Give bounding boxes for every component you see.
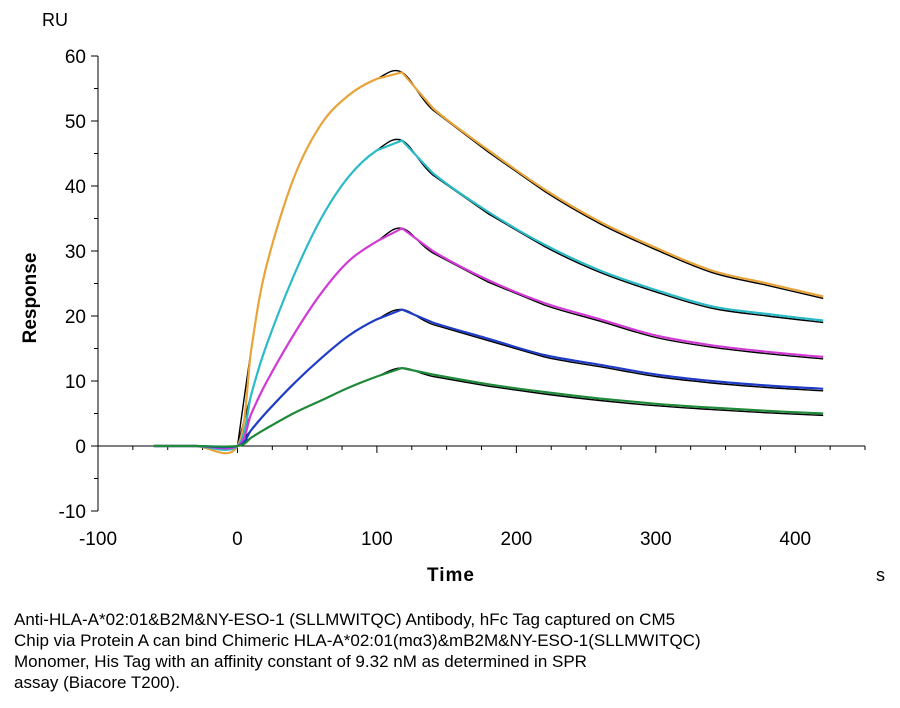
fit-4-line	[236, 308, 824, 447]
series-2-line	[153, 139, 824, 451]
x-axis-title: Time	[427, 565, 475, 586]
series-4-line	[153, 308, 824, 449]
series-5-line	[153, 366, 824, 448]
y-tick-label: 60	[65, 47, 86, 68]
fit-5-line	[237, 367, 824, 447]
y-tick-label: 10	[65, 372, 86, 393]
x-tick-label: 100	[361, 529, 393, 550]
x-tick-label: 300	[640, 529, 672, 550]
x-unit-label: s	[876, 565, 885, 585]
y-unit-label: RU	[42, 10, 68, 30]
series-3-line	[153, 227, 824, 450]
fit-3-line	[236, 227, 824, 447]
y-tick-label: 20	[65, 307, 86, 328]
y-tick-label: 40	[65, 177, 86, 198]
axes	[97, 56, 865, 511]
y-axis-ticks: -10 0 10 20 30 40 50 60	[59, 47, 98, 523]
x-tick-label: 400	[779, 529, 811, 550]
figure-caption: Anti-HLA-A*02:01&B2M&NY-ESO-1 (SLLMWITQC…	[14, 610, 701, 692]
x-axis-ticks: -100 0 100 200 300 400	[79, 446, 866, 550]
fit-2-line	[236, 138, 824, 447]
x-tick-label: -100	[79, 529, 117, 550]
x-tick-label: 0	[232, 529, 243, 550]
x-tick-label: 200	[501, 529, 533, 550]
y-axis-title: Response	[20, 253, 41, 344]
data-series	[153, 71, 824, 455]
y-tick-label: -10	[59, 502, 86, 523]
y-tick-label: 50	[65, 112, 86, 133]
y-tick-label: 30	[65, 242, 86, 263]
y-tick-label: 0	[75, 437, 86, 458]
series-1-line	[153, 71, 824, 455]
